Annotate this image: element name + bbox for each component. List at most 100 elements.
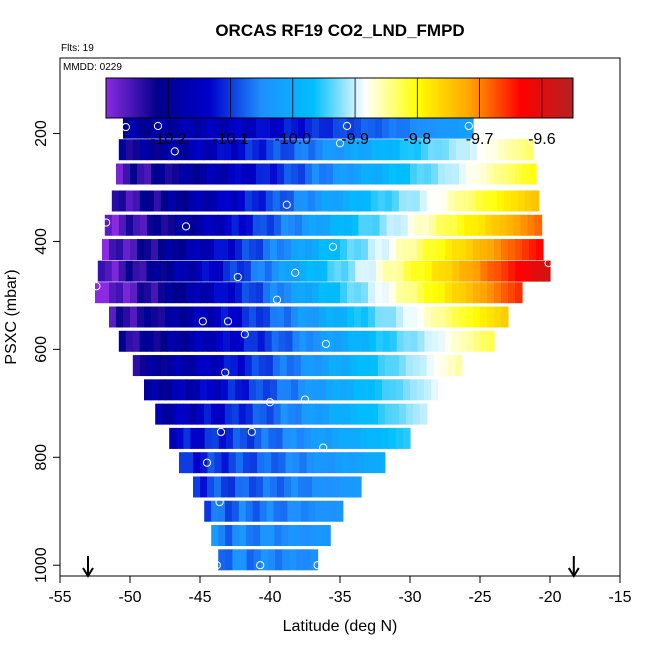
heatmap-cell [375,117,383,139]
heatmap-cell [153,139,162,161]
heatmap-cell [410,306,418,328]
heatmap-cell [284,117,292,139]
heatmap-cell [501,260,509,282]
heatmap-cell [132,214,141,236]
heatmap-cell [274,525,282,547]
heatmap-cell [109,239,117,261]
heatmap-cell [396,282,404,304]
heatmap-cell [249,306,257,328]
heatmap-cell [482,190,491,212]
heatmap-cell [312,239,320,261]
heatmap-cell [501,282,509,304]
heatmap-cell [291,379,299,401]
heatmap-band [218,549,319,571]
heatmap-cell [273,139,281,161]
heatmap-cell [238,500,247,522]
observation-point [247,427,256,437]
heatmap-cell [356,355,365,377]
heatmap-cell [478,214,486,236]
observation-point [223,317,233,326]
heatmap-cell [335,355,344,377]
observation-point [181,222,191,231]
heatmap-cell [459,163,467,185]
heatmap-cell [118,330,127,352]
observation-point [221,368,230,377]
heatmap-cell [385,403,393,425]
heatmap-cell [372,214,381,236]
heatmap-cell [278,330,287,352]
heatmap-cell [434,139,443,161]
heatmap-cell [263,282,271,304]
heatmap-cell [424,117,432,139]
heatmap-cell [403,163,411,185]
heatmap-cell [370,190,379,212]
heatmap-cell [188,260,196,282]
heatmap-cell [151,282,159,304]
heatmap-cell [402,427,411,449]
heatmap-cell [118,139,127,161]
colorbar-gradient [105,77,574,119]
heatmap-cell [189,214,197,236]
heatmap-cell [250,260,259,282]
heatmap-cell [438,239,446,261]
heatmap-cell [190,403,198,425]
heatmap-cell [111,260,120,282]
heatmap-cell [211,525,219,547]
heatmap-cell [270,117,278,139]
heatmap-cell [466,306,474,328]
observation-point [256,561,265,570]
heatmap-cell [316,525,324,547]
heatmap-cell [207,306,215,328]
heatmap-cell [235,306,243,328]
heatmap-cell [375,163,383,185]
colorbar-ticks: -10.2 -10.1 -10.0 -9.9 -9.8 -9.7 -9.6 [150,78,556,148]
heatmap-cell [403,117,411,139]
heatmap-cell [515,239,523,261]
heatmap-cell [193,306,201,328]
heatmap-cell [349,190,358,212]
heatmap-cell [158,117,166,139]
x-tick-label: -35 [328,589,351,606]
y-tick-label: 1000 [33,547,50,583]
heatmap-cell [144,379,152,401]
heatmap-cell [319,476,327,498]
heatmap-cell [357,403,365,425]
heatmap-cell [266,500,275,522]
heatmap-cell [207,452,216,474]
heatmap-cell [419,403,428,425]
heatmap-cell [327,260,335,282]
heatmap-cell [151,306,159,328]
heatmap-cell [312,282,320,304]
heatmap-cell [505,139,513,161]
heatmap-cell [165,282,173,304]
heatmap-cell [347,379,355,401]
heatmap-cell [256,239,264,261]
heatmap-cell [321,355,330,377]
heatmap-cell [349,452,358,474]
heatmap-cell [347,282,355,304]
heatmap-cell [181,260,189,282]
heatmap-cell [242,239,250,261]
heatmap-cell [348,260,356,282]
heatmap-cell [473,260,482,282]
heatmap-cell [382,379,390,401]
heatmap-cell [424,379,432,401]
heatmap-cell [367,427,376,449]
heatmap-cell [282,549,290,571]
heatmap-cell [459,117,467,139]
heatmap-cell [515,282,523,304]
x-tick-label: -50 [118,589,141,606]
heatmap-cell [515,163,523,185]
heatmap-cell [452,282,460,304]
heatmap-cell [375,239,383,261]
heatmap-cell [491,139,499,161]
heatmap-cell [239,525,247,547]
heatmap-cell [480,330,488,352]
heatmap-cell [354,282,362,304]
heatmap-cell [459,306,467,328]
heatmap-cell [375,330,384,352]
heatmap-cell [279,190,288,212]
heatmap-cell [343,403,351,425]
heatmap-cell [252,403,261,425]
heatmap-cell [186,306,194,328]
